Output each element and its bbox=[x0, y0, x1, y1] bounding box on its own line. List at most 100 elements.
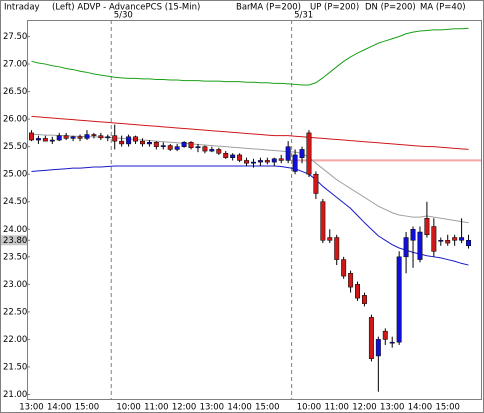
y-tick-label: 23.80 bbox=[3, 236, 27, 246]
plot-frame bbox=[27, 20, 482, 400]
candle-body bbox=[320, 201, 326, 241]
candle-body bbox=[459, 237, 465, 241]
x-tick-label: 15:00 bbox=[435, 403, 460, 413]
candle-body bbox=[160, 145, 166, 147]
candle-body bbox=[257, 160, 263, 163]
candle-body bbox=[264, 160, 270, 163]
x-tick-label: 11:00 bbox=[144, 403, 169, 413]
candle-body bbox=[49, 139, 55, 142]
candle-body bbox=[98, 135, 104, 139]
x-tick-label: 13:00 bbox=[19, 403, 44, 413]
candle-body bbox=[361, 295, 367, 304]
candle-body bbox=[42, 138, 48, 142]
y-tick-label: 27.00 bbox=[3, 60, 27, 70]
candle-body bbox=[327, 237, 333, 241]
y-tick-label: 25.50 bbox=[3, 142, 27, 152]
candle-body bbox=[119, 140, 125, 145]
candle-body bbox=[417, 231, 423, 260]
last-price-highlight bbox=[1, 235, 27, 246]
candle-body bbox=[375, 339, 381, 357]
candle-body bbox=[223, 153, 229, 158]
overlay-line bbox=[31, 134, 469, 224]
y-tick-label: 23.50 bbox=[3, 252, 27, 262]
candle-body bbox=[35, 138, 41, 141]
candle-body bbox=[368, 317, 374, 359]
candle-body bbox=[84, 134, 90, 139]
legend-entry: MA (P=40) bbox=[420, 3, 466, 13]
chart-title: Intraday bbox=[4, 3, 40, 13]
candle-body bbox=[452, 237, 458, 241]
candle-body bbox=[230, 154, 236, 158]
candle-body bbox=[181, 142, 187, 147]
candle-body bbox=[299, 149, 305, 158]
candle-body bbox=[250, 161, 256, 164]
y-tick-label: 22.50 bbox=[3, 307, 27, 317]
x-tick-label: 12:00 bbox=[352, 403, 377, 413]
y-tick-label: 27.50 bbox=[3, 32, 27, 42]
candle-body bbox=[278, 158, 284, 161]
candle-body bbox=[424, 218, 430, 236]
y-tick-label: 24.00 bbox=[3, 225, 27, 235]
candle-body bbox=[153, 142, 159, 147]
y-tick-label: 23.00 bbox=[3, 280, 27, 290]
candle-body bbox=[438, 240, 444, 242]
candle-body bbox=[431, 226, 437, 252]
candle-body bbox=[133, 136, 139, 142]
candle-body bbox=[216, 149, 222, 154]
y-tick-label: 21.50 bbox=[3, 362, 27, 372]
x-tick-label: 13:00 bbox=[380, 403, 405, 413]
x-tick-label: 11:00 bbox=[324, 403, 349, 413]
candle-body bbox=[126, 136, 132, 145]
candle-body bbox=[403, 237, 409, 258]
candle-body bbox=[389, 341, 395, 344]
candle-body bbox=[341, 259, 347, 277]
day-break-label: 5/30 bbox=[114, 11, 133, 21]
candle-body bbox=[237, 154, 243, 161]
candle-body bbox=[355, 284, 361, 299]
candle-body bbox=[285, 146, 291, 161]
candle-body bbox=[445, 240, 451, 244]
candle-body bbox=[348, 273, 354, 288]
legend-entry: MA (P=200) bbox=[250, 3, 301, 13]
x-tick-label: 15:00 bbox=[75, 403, 100, 413]
candle-body bbox=[410, 229, 416, 241]
candle-body bbox=[209, 149, 215, 152]
y-tick-label: 26.50 bbox=[3, 87, 27, 97]
legend-entry: DN (P=200) bbox=[365, 3, 416, 13]
x-tick-label: 14:00 bbox=[408, 403, 433, 413]
candle-body bbox=[466, 240, 472, 247]
style-label: Bar bbox=[236, 3, 251, 13]
candle-body bbox=[271, 158, 277, 163]
candle-body bbox=[146, 142, 152, 145]
y-tick-label: 26.00 bbox=[3, 115, 27, 125]
x-tick-label: 13:00 bbox=[200, 403, 225, 413]
candle-body bbox=[195, 146, 201, 149]
candle-body bbox=[139, 140, 145, 145]
candle-body bbox=[306, 132, 312, 175]
x-tick-label: 10:00 bbox=[297, 403, 322, 413]
candle-body bbox=[174, 146, 180, 150]
candle-body bbox=[70, 136, 76, 139]
y-tick-label: 21.00 bbox=[3, 390, 27, 400]
x-tick-label: 14:00 bbox=[47, 403, 72, 413]
candle-body bbox=[313, 173, 319, 194]
candle-body bbox=[91, 134, 97, 136]
candle-body bbox=[112, 135, 118, 142]
candle-body bbox=[396, 256, 402, 343]
y-tick-label: 22.00 bbox=[3, 335, 27, 345]
candle-body bbox=[105, 136, 111, 139]
legend-entry: UP (P=200) bbox=[310, 3, 359, 13]
x-tick-label: 10:00 bbox=[116, 403, 141, 413]
overlay-line bbox=[31, 165, 469, 266]
overlay-line bbox=[31, 27, 469, 86]
y-tick-label: 25.00 bbox=[3, 170, 27, 180]
candle-body bbox=[167, 145, 173, 150]
candle-body bbox=[202, 146, 208, 152]
x-tick-label: 14:00 bbox=[227, 403, 252, 413]
candle-body bbox=[292, 154, 298, 172]
candle-body bbox=[56, 135, 62, 141]
y-tick-label: 24.50 bbox=[3, 197, 27, 207]
candle-body bbox=[382, 330, 388, 340]
x-tick-label: 15:00 bbox=[255, 403, 280, 413]
